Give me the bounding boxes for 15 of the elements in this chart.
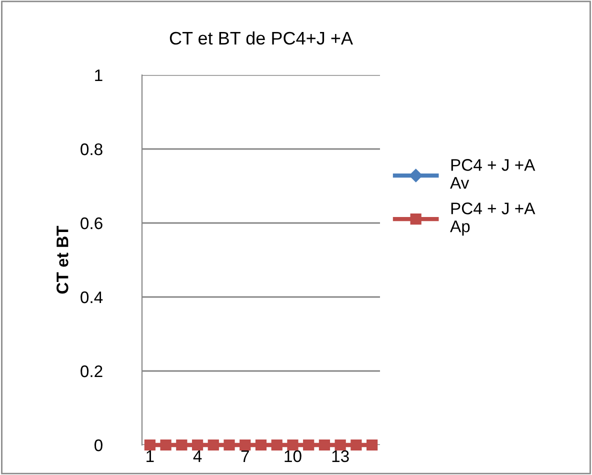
y-tick-label: 0.8 <box>80 143 102 156</box>
y-tick-label: 1 <box>95 70 102 82</box>
x-tick-label: 7 <box>241 450 249 462</box>
legend-label: PC4 + J +A Av <box>450 159 536 189</box>
y-tick-label: 0 <box>94 439 102 452</box>
x-tick-label: 10 <box>284 450 302 462</box>
y-tick-label: 0.2 <box>80 365 102 378</box>
chart-title: CT et BT de PC4+J +A <box>170 31 353 45</box>
y-tick-label: 0.6 <box>80 217 102 230</box>
x-tick-label: 4 <box>193 450 202 462</box>
y-axis-title: CT et BT <box>56 226 68 294</box>
x-tick-label: 13 <box>332 450 349 462</box>
legend-label: PC4 + J +A Ap <box>450 202 536 236</box>
x-tick-label: 1 <box>146 450 154 462</box>
y-tick-label: 0.4 <box>80 291 103 304</box>
